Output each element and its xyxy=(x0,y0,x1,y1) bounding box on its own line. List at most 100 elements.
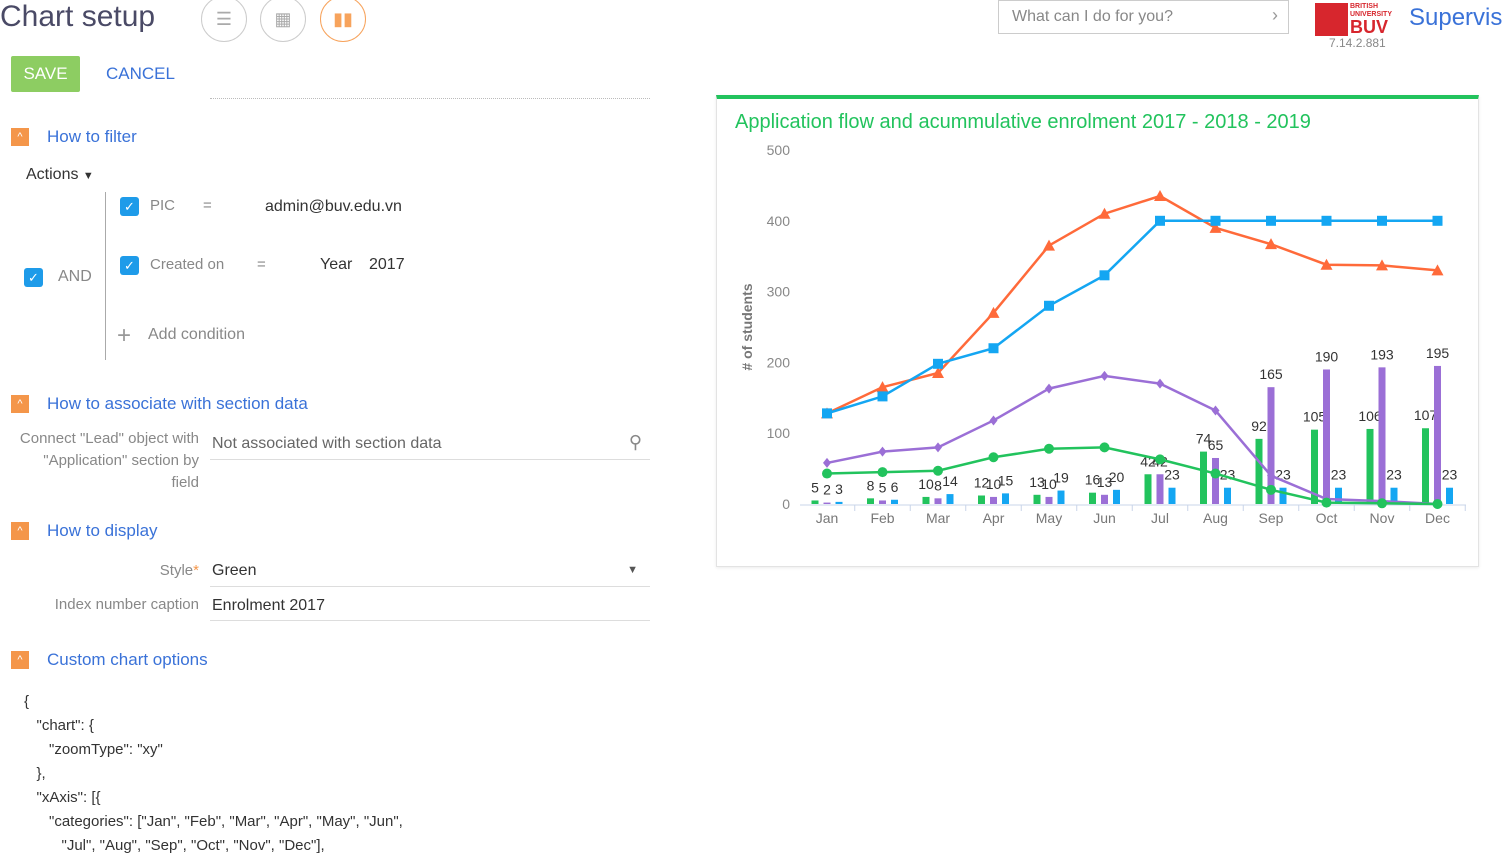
data-label: 19 xyxy=(1053,470,1069,486)
list-view-button[interactable]: ☰ xyxy=(201,0,247,42)
data-label: 193 xyxy=(1370,346,1394,362)
x-tick-label: Jul xyxy=(1151,510,1169,526)
actions-label: Actions xyxy=(26,166,79,183)
plus-icon[interactable]: + xyxy=(117,322,132,349)
bar xyxy=(1366,428,1374,504)
y-tick-label: 200 xyxy=(767,354,791,370)
chart-view-button[interactable]: ▮▮ xyxy=(320,0,366,42)
line-marker xyxy=(1209,221,1222,233)
y-tick-label: 500 xyxy=(767,142,791,158)
bar xyxy=(1002,493,1009,504)
search-icon[interactable]: ⚲ xyxy=(628,432,642,452)
line-marker xyxy=(1099,442,1110,453)
data-label: 5 xyxy=(879,479,887,495)
y-tick-label: 300 xyxy=(767,284,791,300)
collapse-icon: ^ xyxy=(11,395,29,413)
condition-value[interactable]: 2017 xyxy=(369,256,405,273)
code-line: "categories": ["Jan", "Feb", "Mar", "Apr… xyxy=(24,813,403,830)
bar xyxy=(1434,365,1441,504)
and-checkbox[interactable]: ✓ xyxy=(24,268,43,287)
x-tick-label: Sep xyxy=(1259,510,1284,526)
condition-field[interactable]: Created on xyxy=(150,256,225,273)
bar xyxy=(891,499,898,504)
condition-checkbox[interactable]: ✓ xyxy=(120,256,139,275)
actions-dropdown[interactable]: Actions ▼ xyxy=(26,166,94,184)
line-marker xyxy=(1156,378,1164,389)
series-line xyxy=(826,194,1438,415)
line-marker xyxy=(876,381,889,393)
line-marker xyxy=(1321,215,1332,226)
condition-checkbox[interactable]: ✓ xyxy=(120,197,139,216)
divider xyxy=(210,98,650,99)
x-tick-label: Oct xyxy=(1316,510,1338,526)
line-marker xyxy=(822,408,832,419)
line-marker xyxy=(1098,207,1111,219)
bar xyxy=(867,498,874,504)
line-marker xyxy=(1320,258,1333,270)
data-label: 165 xyxy=(1259,366,1283,382)
bar xyxy=(835,501,843,504)
bar xyxy=(1255,438,1263,504)
condition-value-prefix[interactable]: Year xyxy=(320,256,353,273)
bar xyxy=(1224,487,1231,504)
line-marker xyxy=(877,467,888,478)
line-marker xyxy=(1211,405,1220,416)
bar xyxy=(922,496,930,504)
grid-view-button[interactable]: ▦ xyxy=(260,0,306,42)
custom-options-editor[interactable]: { "chart": { "zoomType": "xy" }, "xAxis"… xyxy=(24,690,403,858)
line-marker xyxy=(1376,259,1388,271)
version-label: 7.14.2.881 xyxy=(1329,36,1386,50)
caption-value: Enrolment 2017 xyxy=(212,597,325,614)
chart-title: Application flow and acummulative enrolm… xyxy=(735,111,1311,133)
line-marker xyxy=(1155,215,1165,226)
line-marker xyxy=(1432,499,1443,509)
section-how-to-display[interactable]: ^ How to display xyxy=(11,521,158,541)
collapse-icon: ^ xyxy=(11,522,29,540)
data-label: 14 xyxy=(942,473,958,489)
bar xyxy=(811,500,819,504)
data-label: 16 xyxy=(1085,472,1101,488)
group-bracket xyxy=(105,192,106,360)
chart-svg: 0 100 200 300 400 500 # of students Jan Feb Mar Ap… xyxy=(739,142,1466,526)
data-label: 107 xyxy=(1414,407,1438,423)
data-label: 10 xyxy=(918,476,934,492)
code-line: "xAxis": [{ xyxy=(24,789,101,806)
add-condition-button[interactable]: Add condition xyxy=(148,326,245,343)
bar xyxy=(823,502,831,504)
condition-operator[interactable]: = xyxy=(257,256,266,273)
section-title: Custom chart options xyxy=(47,650,208,669)
line-marker xyxy=(1432,215,1443,226)
condition-field[interactable]: PIC xyxy=(150,197,176,214)
caption-input[interactable]: Enrolment 2017 xyxy=(210,593,650,621)
user-name[interactable]: Supervis xyxy=(1409,4,1502,31)
section-title: How to associate with section data xyxy=(47,394,308,413)
section-title: How to filter xyxy=(47,127,137,146)
line-marker xyxy=(1045,383,1053,394)
save-button[interactable]: SAVE xyxy=(11,56,80,92)
line-marker xyxy=(932,367,944,379)
x-tick-label: Jun xyxy=(1093,510,1116,526)
x-tick-label: Aug xyxy=(1203,510,1228,526)
caret-down-icon: ▼ xyxy=(627,564,638,576)
condition-value[interactable]: admin@buv.edu.vn xyxy=(265,198,402,215)
series-line xyxy=(826,219,1438,415)
section-how-to-filter[interactable]: ^ How to filter xyxy=(11,127,137,147)
bar xyxy=(1101,494,1108,504)
condition-operator[interactable]: = xyxy=(203,197,212,214)
section-custom-options[interactable]: ^ Custom chart options xyxy=(11,650,208,670)
section-associate[interactable]: ^ How to associate with section data xyxy=(11,394,308,414)
line-marker xyxy=(1155,454,1165,465)
collapse-icon: ^ xyxy=(11,651,29,669)
bar xyxy=(1045,496,1053,504)
cancel-button[interactable]: CANCEL xyxy=(106,64,175,83)
x-tick-label: Apr xyxy=(983,510,1005,526)
bar xyxy=(978,495,985,504)
x-tick-label: May xyxy=(1036,510,1062,526)
command-search-input[interactable]: What can I do for you? › xyxy=(998,0,1289,34)
assoc-field[interactable]: Not associated with section data ⚲ xyxy=(210,432,650,460)
style-select[interactable]: Green ▼ xyxy=(210,558,650,587)
chevron-right-icon[interactable]: › xyxy=(1272,5,1278,25)
bar xyxy=(934,498,942,504)
y-axis-label: # of students xyxy=(739,283,755,370)
data-label: 3 xyxy=(835,481,843,497)
